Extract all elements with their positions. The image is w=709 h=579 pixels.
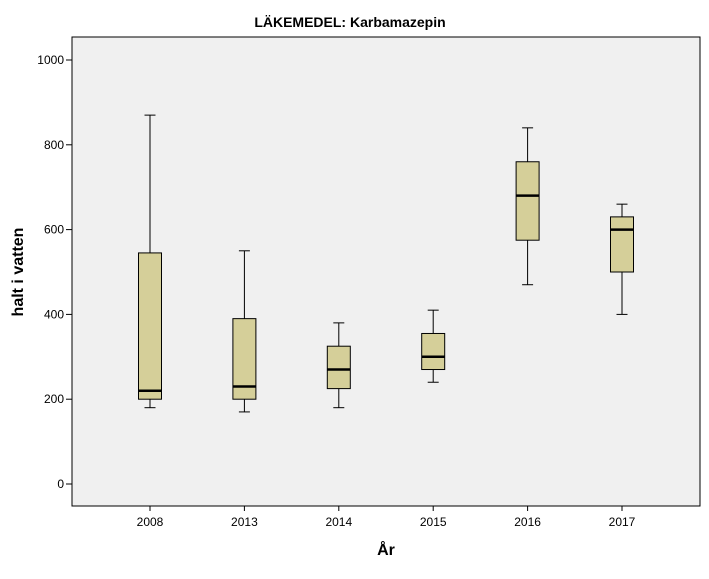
x-axis: 2008 2013 2014 2015 2016 2017 (137, 506, 636, 529)
box-iqr (610, 216, 634, 273)
y-tick-label: 200 (44, 392, 64, 406)
x-tick-label: 2017 (609, 515, 636, 529)
y-tick-label: 1000 (37, 53, 64, 67)
x-tick-label: 2008 (137, 515, 164, 529)
y-tick-label: 400 (44, 307, 64, 321)
plot-area (71, 36, 701, 507)
x-tick-label: 2015 (420, 515, 447, 529)
y-tick-label: 800 (44, 138, 64, 152)
x-tick-label: 2016 (514, 515, 541, 529)
x-axis-label: År (377, 540, 395, 559)
box-2017 (610, 203, 634, 315)
box-iqr (232, 318, 257, 400)
y-tick-label: 600 (44, 223, 64, 237)
box-2016 (515, 127, 540, 286)
box-series (138, 114, 634, 413)
box-2008 (138, 114, 162, 409)
box-2014 (326, 322, 351, 409)
x-tick-label: 2013 (231, 515, 258, 529)
box-2013 (232, 250, 257, 413)
box-iqr (515, 161, 540, 241)
box-iqr (326, 345, 351, 390)
box-iqr (138, 252, 162, 400)
box-iqr (421, 332, 446, 371)
y-axis-label: halt i vatten (10, 228, 27, 317)
x-tick-label: 2014 (325, 515, 352, 529)
box-2015 (421, 309, 446, 383)
y-axis: 0 200 400 600 800 1000 (37, 53, 72, 491)
chart-title: LÄKEMEDEL: Karbamazepin (254, 14, 445, 30)
y-tick-label: 0 (57, 477, 64, 491)
